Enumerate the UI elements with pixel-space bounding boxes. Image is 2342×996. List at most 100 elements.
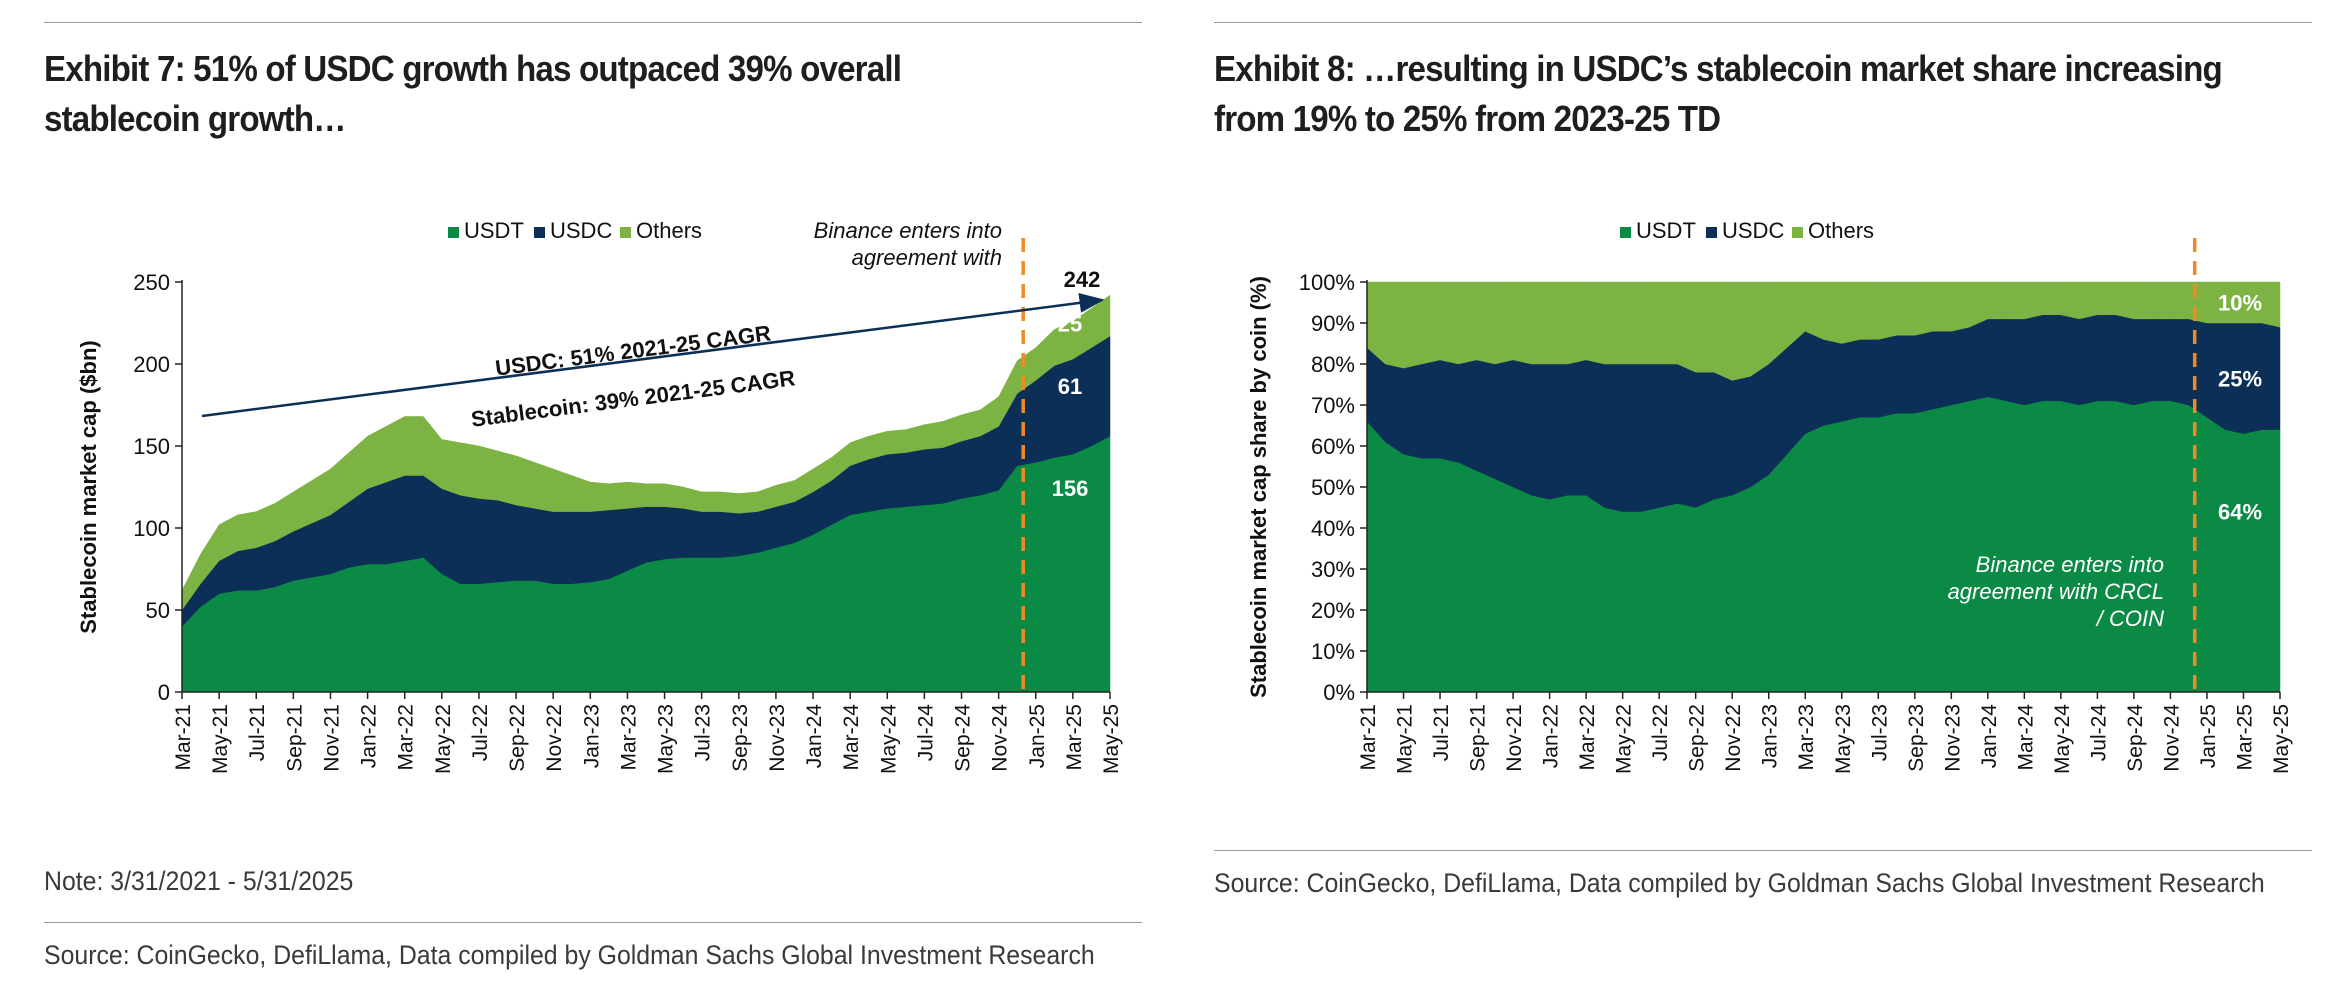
y-tick-label: 70% bbox=[1311, 393, 1355, 418]
x-tick-label: May-21 bbox=[1394, 704, 1417, 774]
x-tick-label: Mar-24 bbox=[2014, 704, 2037, 771]
binance-annotation-line: agreement with bbox=[852, 245, 1002, 270]
y-tick-label: 80% bbox=[1311, 352, 1355, 377]
x-tick-label: Jul-23 bbox=[1868, 704, 1891, 761]
data-label-total: 242 bbox=[1064, 267, 1101, 292]
exhibit-7-source: Source: CoinGecko, DefiLlama, Data compi… bbox=[44, 940, 1095, 970]
x-tick-label: Sep-24 bbox=[952, 704, 975, 772]
usdc-cagr-annotation: USDC: 51% 2021-25 CAGR bbox=[494, 320, 773, 380]
binance-annotation-line: / COIN bbox=[2095, 606, 2164, 631]
x-tick-label: May-22 bbox=[1613, 704, 1636, 774]
data-label-others: 25 bbox=[1058, 312, 1082, 337]
x-tick-label: Sep-23 bbox=[1905, 704, 1928, 772]
x-tick-label: Sep-24 bbox=[2124, 704, 2147, 772]
exhibit-8-chart: 0% 10% 20% 30% 40% 50% 60% 70% 80% 90% 100% Mar-21 M… bbox=[1246, 218, 2293, 774]
binance-annotation-line: Binance enters into bbox=[1976, 552, 2164, 577]
x-tick-label: Sep-21 bbox=[283, 704, 306, 772]
x-tick-label: May-24 bbox=[2051, 704, 2074, 774]
legend-label-others: Others bbox=[636, 218, 702, 243]
data-label-others: 10% bbox=[2218, 291, 2262, 316]
legend-label-usdc: USDC bbox=[1722, 218, 1784, 243]
x-tick-label: Jul-24 bbox=[2087, 704, 2110, 762]
y-tick-label: 250 bbox=[133, 270, 170, 295]
x-tick-label: Jan-23 bbox=[1759, 704, 1782, 768]
others-area bbox=[1366, 281, 2281, 381]
note-rule bbox=[44, 922, 1142, 923]
legend-swatch-usdc bbox=[1706, 227, 1717, 238]
y-tick-label: 100% bbox=[1299, 270, 1355, 295]
x-tick-label: Jul-23 bbox=[692, 704, 715, 761]
x-tick-label: Jan-22 bbox=[1540, 704, 1563, 768]
y-tick-label: 100 bbox=[133, 516, 170, 541]
x-tick-label: Mar-25 bbox=[1063, 704, 1086, 771]
binance-annotation-line: agreement with CRCL bbox=[1948, 579, 2164, 604]
x-tick-label: Mar-22 bbox=[1576, 704, 1599, 771]
y-tick-label: 50 bbox=[146, 598, 170, 623]
x-tick-label: Jul-24 bbox=[914, 704, 937, 762]
legend-swatch-usdc bbox=[534, 227, 545, 238]
y-tick-label: 0% bbox=[1323, 680, 1355, 705]
y-tick-label: 30% bbox=[1311, 557, 1355, 582]
y-tick-label: 10% bbox=[1311, 639, 1355, 664]
data-label-usdc: 25% bbox=[2218, 366, 2262, 391]
x-tick-label: Nov-21 bbox=[320, 704, 343, 772]
y-tick-label: 90% bbox=[1311, 311, 1355, 336]
exhibit-7-chart: 0 50 100 150 200 250 Mar-21 May-21 Jul-21 Sep-21 N… bbox=[76, 218, 1123, 774]
x-tick-label: Mar-24 bbox=[840, 704, 863, 771]
x-tick-label: May-23 bbox=[1832, 704, 1855, 774]
legend-swatch-usdt bbox=[1620, 227, 1631, 238]
top-rule bbox=[1214, 22, 2312, 23]
exhibit-8-source: Source: CoinGecko, DefiLlama, Data compi… bbox=[1214, 868, 2265, 898]
y-tick-label: 40% bbox=[1311, 516, 1355, 541]
x-tick-label: Mar-21 bbox=[1357, 704, 1380, 771]
y-tick-label: 150 bbox=[133, 434, 170, 459]
y-axis-label: Stablecoin market cap share by coin (%) bbox=[1246, 276, 1271, 698]
x-tick-label: Mar-25 bbox=[2233, 704, 2256, 771]
source-rule bbox=[1214, 850, 2312, 851]
x-tick-label: Nov-22 bbox=[1722, 704, 1745, 772]
x-tick-label: Nov-23 bbox=[766, 704, 789, 772]
x-tick-label: Nov-22 bbox=[543, 704, 566, 772]
legend-label-usdc: USDC bbox=[550, 218, 612, 243]
x-tick-label: Mar-21 bbox=[172, 704, 195, 771]
data-label-usdc: 61 bbox=[1058, 374, 1082, 399]
top-rule bbox=[44, 22, 1142, 23]
x-tick-label: Jan-24 bbox=[1978, 704, 2001, 769]
x-tick-label: Mar-23 bbox=[617, 704, 640, 771]
binance-annotation: Binance enters into agreement with CRCL / … bbox=[1948, 552, 2165, 631]
data-label-usdt: 64% bbox=[2218, 500, 2262, 525]
x-tick-label: Sep-22 bbox=[506, 704, 529, 772]
y-tick-label: 50% bbox=[1311, 475, 1355, 500]
legend-label-usdt: USDT bbox=[1636, 218, 1696, 243]
x-tick-label: Jan-23 bbox=[580, 704, 603, 768]
x-tick-label: Jul-21 bbox=[1430, 704, 1453, 761]
x-tick-label: Nov-21 bbox=[1503, 704, 1526, 772]
x-tick-label: Jul-22 bbox=[469, 704, 492, 761]
y-axis-label: Stablecoin market cap ($bn) bbox=[76, 340, 101, 633]
binance-annotation: Binance enters into agreement with bbox=[814, 218, 1002, 270]
x-tick-label: May-21 bbox=[209, 704, 232, 774]
y-tick-label: 60% bbox=[1311, 434, 1355, 459]
exhibit-8-title: Exhibit 8: …resulting in USDC’s stableco… bbox=[1214, 48, 2223, 139]
x-tick-label: Jul-21 bbox=[246, 704, 269, 761]
x-tick-label: Jan-25 bbox=[1026, 704, 1049, 768]
x-tick-label: Mar-23 bbox=[1795, 704, 1818, 771]
x-tick-label: Jan-25 bbox=[2197, 704, 2220, 768]
x-tick-label: Jul-22 bbox=[1649, 704, 1672, 761]
y-tick-label: 0 bbox=[158, 680, 170, 705]
legend-label-others: Others bbox=[1808, 218, 1874, 243]
others-area bbox=[181, 294, 1111, 611]
x-tick-label: May-24 bbox=[877, 704, 900, 774]
legend-swatch-usdt bbox=[448, 227, 459, 238]
exhibit-7-title: Exhibit 7: 51% of USDC growth has outpac… bbox=[44, 48, 902, 139]
x-tick-label: Sep-23 bbox=[729, 704, 752, 772]
x-tick-label: May-22 bbox=[432, 704, 455, 774]
y-tick-label: 20% bbox=[1311, 598, 1355, 623]
x-tick-label: Sep-22 bbox=[1686, 704, 1709, 772]
legend-label-usdt: USDT bbox=[464, 218, 524, 243]
legend-swatch-others bbox=[620, 227, 631, 238]
data-label-usdt: 156 bbox=[1052, 476, 1089, 501]
x-tick-label: May-25 bbox=[1100, 704, 1123, 774]
x-tick-label: Nov-24 bbox=[2160, 704, 2183, 772]
exhibit-7-note: Note: 3/31/2021 - 5/31/2025 bbox=[44, 866, 354, 896]
